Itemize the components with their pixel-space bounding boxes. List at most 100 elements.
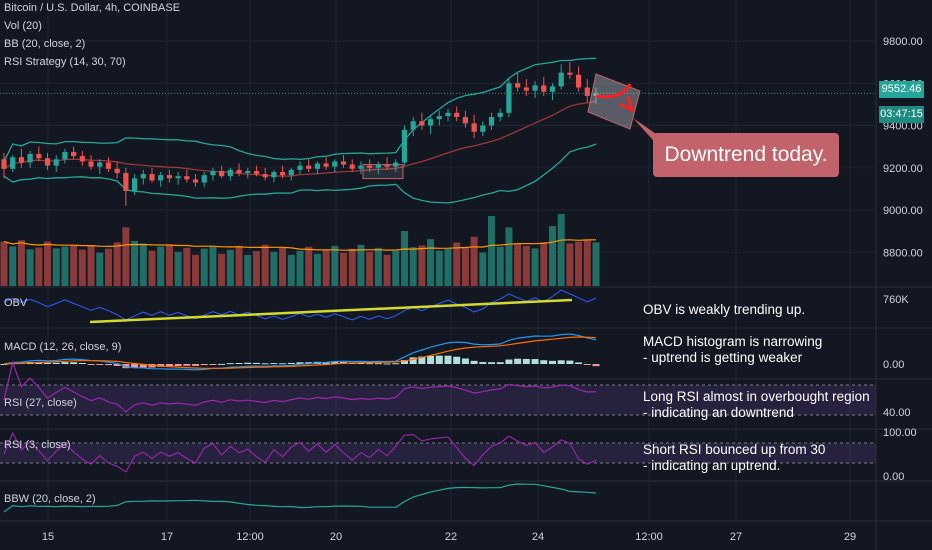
volume-bar <box>427 239 435 286</box>
macd-histogram-bar <box>583 364 591 365</box>
candle-body <box>201 175 207 183</box>
macd-histogram-bar <box>0 364 8 365</box>
downtrend-arrow-head <box>619 95 635 113</box>
obv-pane-label[interactable]: OBV <box>4 297 28 309</box>
volume-bar <box>0 241 8 286</box>
macd-histogram-bar <box>218 363 226 365</box>
candle-body <box>558 72 564 87</box>
volume-indicator-label[interactable]: Vol (20) <box>4 20 42 32</box>
current-price-tag: 9552.46 <box>879 81 924 98</box>
volume-bar <box>488 216 496 286</box>
rsi-strategy-label[interactable]: RSI Strategy (14, 30, 70) <box>4 56 126 68</box>
volume-bar <box>374 247 382 286</box>
candle-body <box>158 175 164 181</box>
volume-bar <box>226 249 234 286</box>
macd-histogram-bar <box>557 360 565 364</box>
volume-bar <box>348 248 356 286</box>
macd-histogram-bar <box>531 359 539 364</box>
macd-histogram-bar <box>244 362 252 364</box>
volume-bar <box>357 244 365 286</box>
candle-body <box>515 83 521 88</box>
candle-body <box>523 87 529 91</box>
rsi-long-line <box>3 360 597 413</box>
macd-histogram-bar <box>87 364 95 365</box>
rsi-short-pane-label[interactable]: RSI (3, close) <box>4 439 71 451</box>
volume-bar <box>548 226 556 286</box>
volume-bar <box>183 247 191 286</box>
obv-note: OBV is weakly trending up. <box>643 302 806 317</box>
candle-body <box>192 179 199 183</box>
price-axis-label: 9400.00 <box>883 121 923 133</box>
macd-histogram-bar <box>383 363 391 365</box>
volume-bar <box>70 244 78 286</box>
bbw-pane-label[interactable]: BBW (20, close, 2) <box>4 493 96 505</box>
macd-histogram-bar <box>96 364 104 365</box>
macd-histogram-bar <box>331 361 339 364</box>
price-axis-label: 9800.00 <box>883 36 923 48</box>
time-axis-label: 17 <box>161 531 173 543</box>
consolidation-box <box>362 164 404 180</box>
candle-body <box>393 162 399 167</box>
candle-body <box>401 129 408 163</box>
macd-histogram-bar <box>575 362 583 364</box>
macd-histogram-bar <box>548 360 556 364</box>
candle-body <box>480 125 486 132</box>
volume-bar <box>505 227 513 286</box>
volume-bar <box>409 247 417 286</box>
volume-bar <box>61 246 69 286</box>
volume-bar <box>87 245 95 286</box>
macd-histogram-bar <box>296 362 304 364</box>
bollinger-lower-band <box>3 143 597 204</box>
volume-bar <box>287 254 295 286</box>
macd-note-line-1: MACD histogram is narrowing <box>643 334 823 349</box>
candle-body <box>227 169 233 177</box>
volume-bar <box>192 254 200 286</box>
volume-bar <box>218 253 226 286</box>
bollinger-basis <box>3 100 597 177</box>
volume-bar <box>592 242 600 286</box>
macd-histogram-bar <box>279 363 287 365</box>
candle-body <box>575 74 582 88</box>
volume-bar <box>522 246 530 286</box>
macd-histogram-bar <box>131 364 139 369</box>
candle-body <box>166 175 173 179</box>
candle-body <box>131 178 138 191</box>
macd-histogram-bar <box>61 362 69 364</box>
volume-bar <box>35 247 43 286</box>
macd-pane-label[interactable]: MACD (12, 26, close, 9) <box>4 341 122 353</box>
rsi-long-pane-label[interactable]: RSI (27, close) <box>4 397 77 409</box>
candle-body <box>375 164 381 168</box>
volume-bar <box>418 245 426 286</box>
bollinger-bands-label[interactable]: BB (20, close, 2) <box>4 38 86 50</box>
macd-histogram-bar <box>209 364 217 365</box>
volume-bar <box>26 249 34 286</box>
macd-histogram-bar <box>366 363 374 365</box>
candle-body <box>71 151 77 157</box>
macd-histogram-bar <box>252 362 260 364</box>
macd-note-line-2: - uptrend is getting weaker <box>643 350 803 365</box>
time-axis-label: 20 <box>330 531 342 543</box>
volume-bar <box>514 243 522 286</box>
candle-body <box>340 161 347 165</box>
macd-histogram-bar <box>514 358 522 364</box>
macd-histogram-bar <box>435 355 443 364</box>
volume-bar <box>279 247 287 286</box>
volume-bar <box>331 245 339 286</box>
candle-body <box>88 161 94 167</box>
volume-bar <box>209 246 217 286</box>
volume-bar <box>174 251 182 286</box>
rsi-long-note-line-2: - indicating an downtrend <box>643 405 794 420</box>
candle-body <box>140 174 146 179</box>
macd-histogram-bar <box>592 364 600 367</box>
volume-bar <box>444 248 452 286</box>
candle-body <box>253 170 260 175</box>
macd-histogram-bar <box>461 358 469 364</box>
macd-histogram-bar <box>139 364 147 368</box>
volume-bar <box>461 247 469 286</box>
candle-body <box>236 169 242 174</box>
candle-body <box>358 165 364 169</box>
macd-histogram-bar <box>444 355 452 364</box>
volume-bar <box>435 250 443 286</box>
prediction-box <box>587 73 641 130</box>
